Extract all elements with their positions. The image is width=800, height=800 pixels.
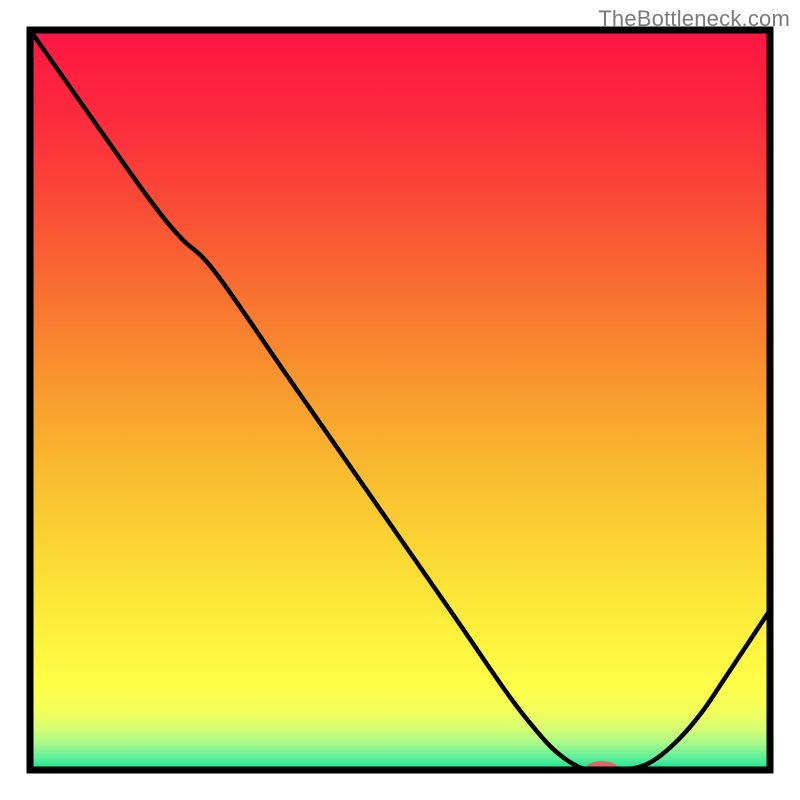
- chart-container: TheBottleneck.com: [0, 0, 800, 800]
- watermark: TheBottleneck.com: [598, 6, 790, 32]
- plot-background: [30, 30, 770, 770]
- chart-svg: [0, 0, 800, 800]
